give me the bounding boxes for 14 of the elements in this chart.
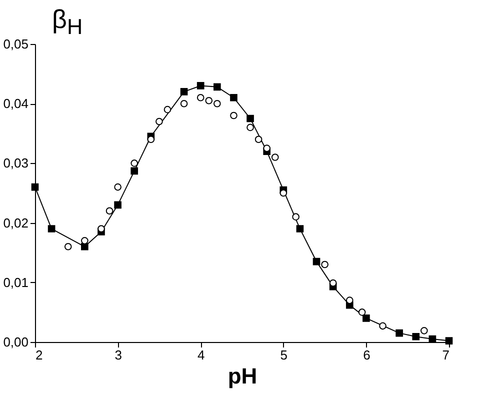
x-tick-label: 2 — [36, 348, 43, 362]
y-tick-label: 0,02 — [3, 215, 28, 230]
y-tick-label: 0,03 — [3, 156, 28, 171]
x-tick-label: 6 — [363, 348, 370, 362]
y-tick-label: 0,00 — [3, 334, 28, 350]
x-tick-label: 5 — [280, 348, 288, 362]
x-tick-label: 7 — [442, 348, 450, 362]
y-tick-label: 0,05 — [3, 36, 28, 52]
y-tick-label: 0,01 — [3, 274, 28, 290]
x-axis-title: pH — [228, 364, 258, 388]
x-tick-label: 4 — [197, 348, 205, 362]
x-tick-label: 3 — [114, 348, 122, 362]
y-axis-title: β$_{H}$ — [52, 4, 83, 40]
y-tick-label: 0,04 — [3, 96, 28, 112]
